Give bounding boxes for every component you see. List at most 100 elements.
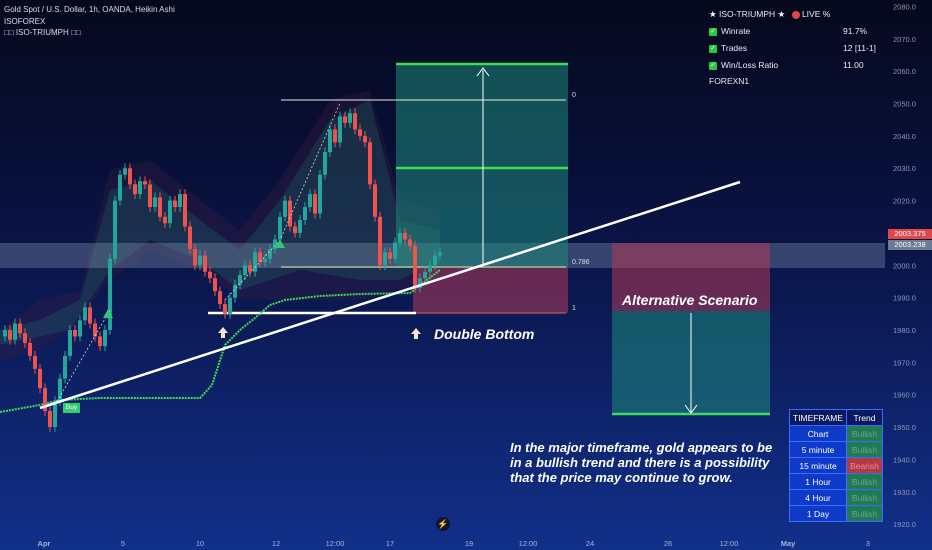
x-tick-label: 12 (272, 539, 280, 548)
candle-body (313, 194, 317, 214)
info-title: ISO-TRIUMPH (719, 9, 776, 19)
candle-body (268, 249, 272, 259)
timeframe-cell: 1 Day (788, 505, 848, 522)
x-tick-label: 10 (196, 539, 204, 548)
y-tick-label: 2020.0 (893, 197, 916, 206)
y-tick-label: 1960.0 (893, 391, 916, 400)
trend-cell: Bullish (846, 489, 883, 506)
candle-body (173, 200, 177, 208)
price-tag-lower: 2003.238 (888, 240, 932, 250)
buy-signal-icon (103, 309, 113, 318)
candle-body (78, 320, 82, 337)
indicator-name: ISOFOREX (4, 17, 46, 26)
candle-body (38, 368, 42, 389)
info-label: Win/Loss Ratio (721, 60, 779, 70)
x-tick-label: 19 (465, 539, 473, 548)
candle-body (288, 200, 292, 227)
candle-body (323, 152, 327, 175)
y-tick-label: 1930.0 (893, 488, 916, 497)
table-row: 1 Hour Bullish (788, 473, 883, 490)
trend-cell: Bullish (846, 441, 883, 458)
check-icon: ✓ (709, 44, 717, 53)
table-header: Trend (846, 409, 883, 426)
info-value: 11.00 (843, 60, 864, 70)
x-tick-label: 17 (386, 539, 394, 548)
candle-body (163, 216, 167, 224)
info-value: 12 [11-1] (843, 43, 876, 53)
candle-body (413, 245, 417, 288)
cloud-band-green (0, 100, 440, 345)
y-tick-label: 2040.0 (893, 132, 916, 141)
candle-body (218, 291, 222, 305)
candle-body (243, 265, 247, 275)
check-icon: ✓ (709, 61, 717, 70)
candle-body (343, 116, 347, 123)
table-header-row: TIMEFRAME Trend (788, 409, 883, 426)
y-tick-label: 2050.0 (893, 100, 916, 109)
candle-body (333, 129, 337, 143)
candle-body (378, 216, 382, 266)
trend-line (39, 180, 741, 410)
take-profit-zone (396, 64, 568, 268)
target-arrow-head (476, 67, 490, 77)
info-row-ratio: ✓ Win/Loss Ratio 11.00 (709, 60, 889, 74)
candle-body (168, 200, 172, 224)
candle-body (28, 342, 32, 356)
candle-body (58, 378, 62, 402)
y-tick-label: 1980.0 (893, 326, 916, 335)
candle-body (183, 194, 187, 227)
alternative-scenario-label: Alternative Scenario (622, 292, 758, 308)
candle-body (3, 330, 7, 337)
up-arrow-icon (411, 328, 421, 339)
analysis-note: In the major timeframe, gold appears to … (510, 440, 773, 485)
candle-body (178, 194, 182, 208)
info-row-trades: ✓ Trades 12 [11-1] (709, 43, 889, 57)
candle-body (238, 275, 242, 285)
info-label: Trades (721, 43, 748, 53)
timeframe-cell: 15 minute (788, 457, 848, 474)
candle-body (53, 401, 57, 428)
candle-body (43, 388, 47, 411)
trend-cell: Bearish (846, 457, 883, 474)
y-tick-label: 1920.0 (893, 520, 916, 529)
candle-body (308, 194, 312, 208)
candle-body (368, 142, 372, 185)
y-tick-label: 2030.0 (893, 164, 916, 173)
table-row: 1 Day Bullish (788, 505, 883, 522)
table-row: Chart Bullish (788, 425, 883, 442)
candle-body (348, 113, 352, 123)
candle-body (283, 200, 287, 217)
candle-body (68, 330, 72, 356)
table-row: 15 minute Bearish (788, 457, 883, 474)
price-tag-upper: 2003.375 (888, 229, 932, 239)
y-tick-label: 2000.0 (893, 261, 916, 270)
candle-body (318, 174, 322, 214)
candle-body (128, 168, 132, 185)
candle-body (273, 239, 277, 250)
candle-body (338, 116, 342, 143)
candle-body (393, 242, 397, 259)
candle-body (158, 197, 162, 217)
candle-body (303, 207, 307, 220)
trend-cell: Bullish (846, 505, 883, 522)
table-row: 4 Hour Bullish (788, 489, 883, 506)
trend-cell: Bullish (846, 425, 883, 442)
x-tick-label: 3 (866, 539, 870, 548)
candle-body (8, 330, 12, 340)
live-label: LIVE % (801, 9, 831, 19)
buy-signal-icon (275, 239, 285, 248)
candle-body (143, 181, 147, 185)
info-footer: FOREXN1 (709, 76, 750, 86)
lightning-icon[interactable]: ⚡ (436, 517, 450, 531)
candle-body (223, 304, 227, 314)
candle-body (113, 200, 117, 259)
trend-cell: Bullish (846, 473, 883, 490)
candle-body (98, 336, 102, 347)
candle-body (213, 278, 217, 292)
y-tick-label: 2070.0 (893, 35, 916, 44)
candle-body (373, 184, 377, 217)
info-title-row: ★ ISO-TRIUMPH ★ LIVE % (709, 9, 889, 23)
candle-body (328, 129, 332, 153)
candle-body (138, 181, 142, 195)
